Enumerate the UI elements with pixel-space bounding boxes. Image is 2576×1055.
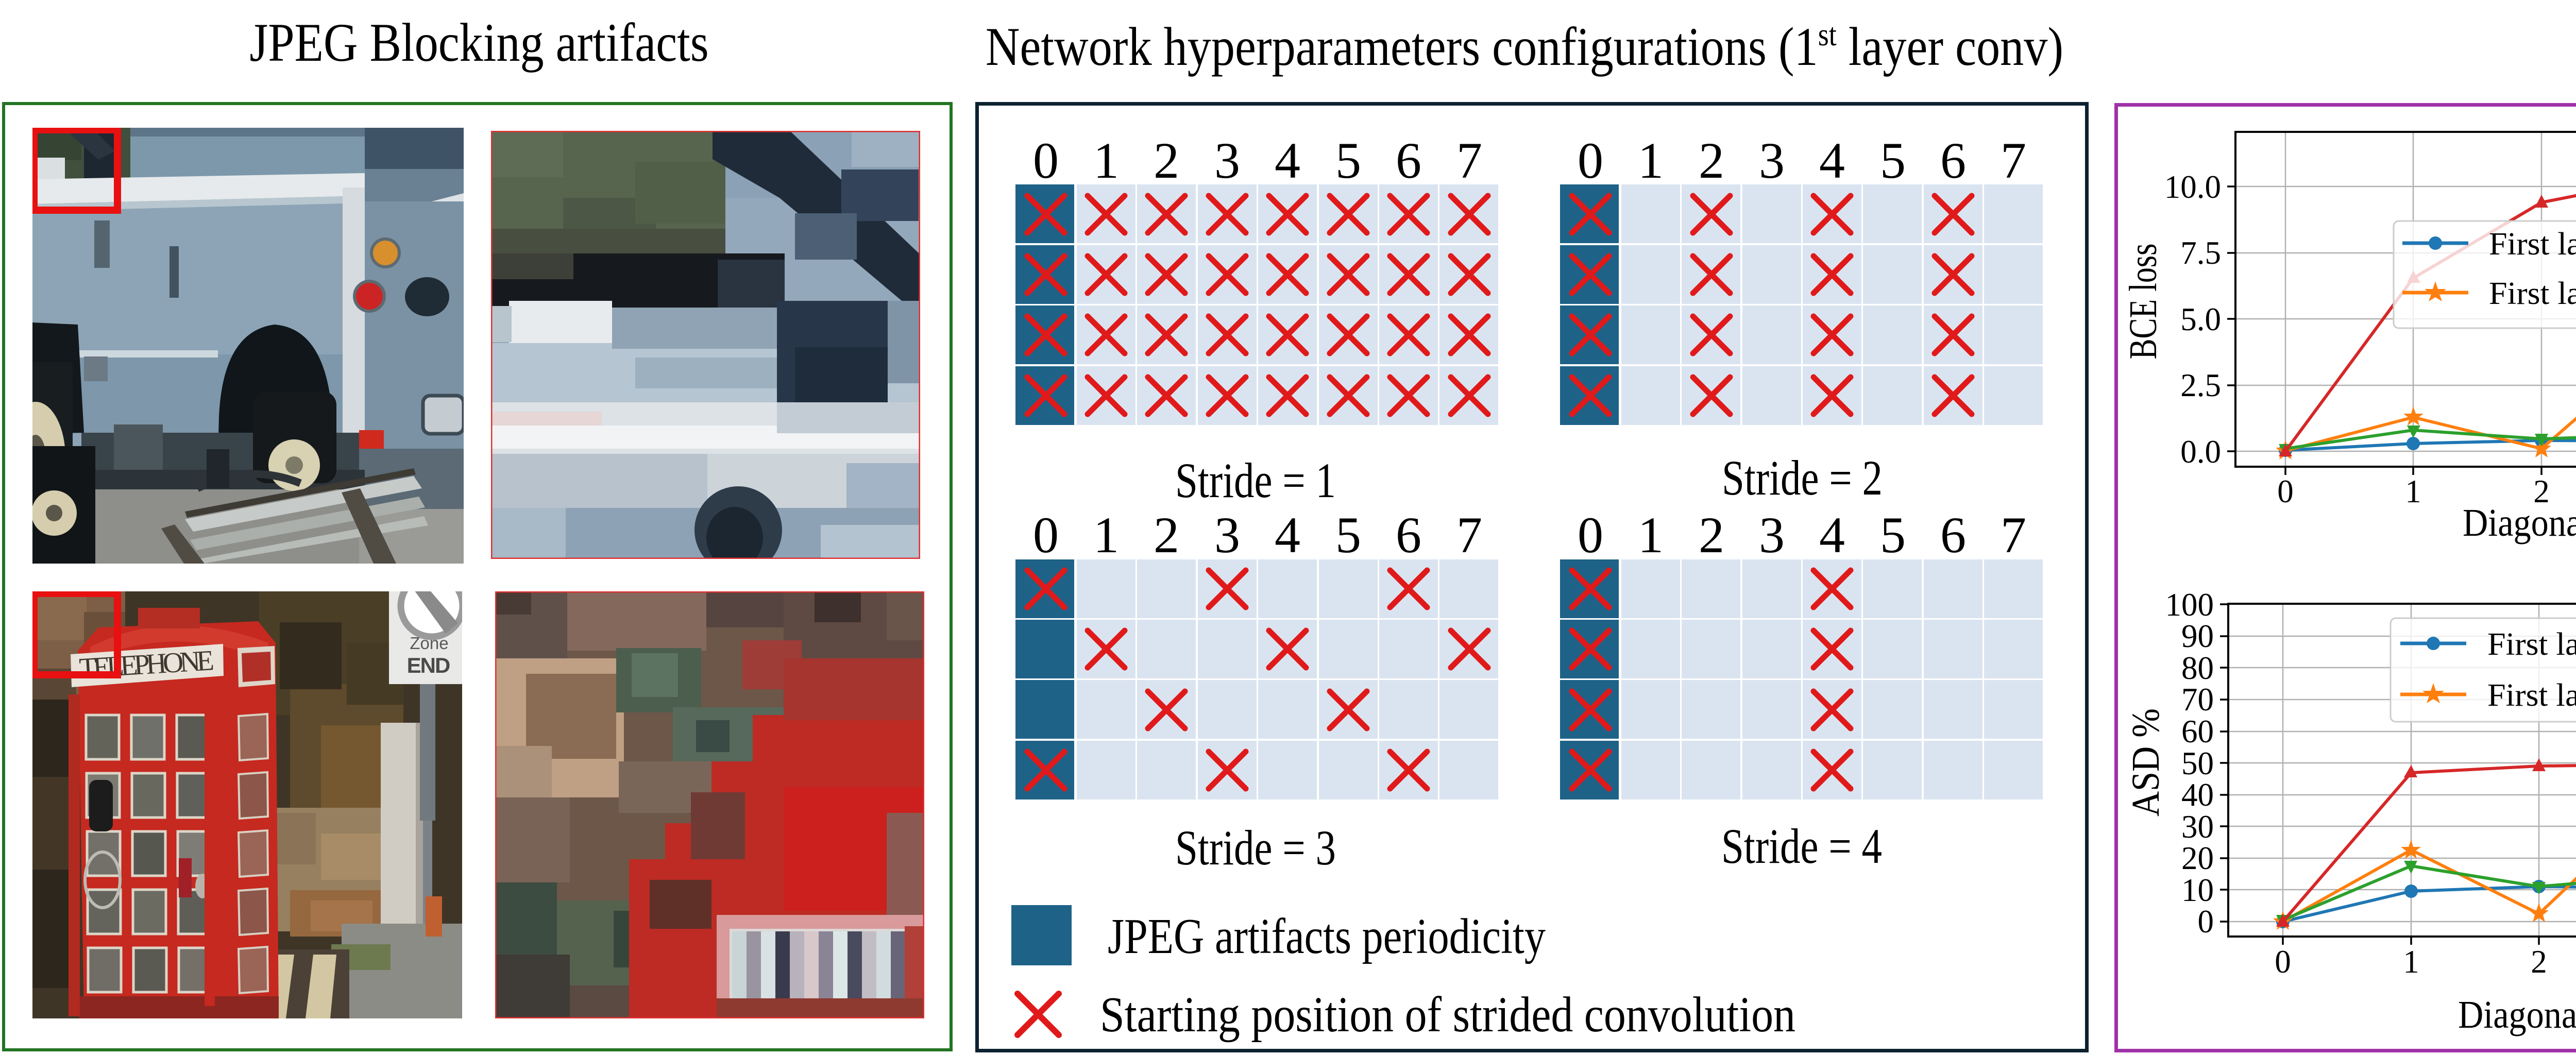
svg-text:Stride = 1: Stride = 1 [1175, 453, 1336, 508]
svg-text:2: 2 [2533, 473, 2550, 509]
svg-text:1: 1 [1093, 506, 1119, 564]
svg-text:First layer stride 2×2: First layer stride 2×2 [2487, 678, 2576, 713]
svg-text:Stride = 2: Stride = 2 [1722, 450, 1883, 505]
svg-text:5.0: 5.0 [2180, 301, 2221, 337]
svg-text:5: 5 [1880, 132, 1906, 189]
svg-text:30: 30 [2181, 809, 2214, 845]
svg-text:1: 1 [1638, 132, 1664, 189]
svg-text:Zone: Zone [410, 634, 448, 653]
svg-text:3: 3 [1214, 506, 1240, 564]
svg-text:60: 60 [2181, 713, 2214, 750]
svg-text:2: 2 [1699, 132, 1724, 189]
svg-text:4: 4 [1819, 132, 1845, 189]
svg-text:5: 5 [1335, 132, 1361, 189]
svg-text:7: 7 [1456, 132, 1482, 189]
svg-text:1: 1 [1638, 506, 1664, 564]
svg-text:First layer stride 2×2: First layer stride 2×2 [2489, 276, 2576, 311]
svg-text:2: 2 [1699, 506, 1724, 564]
svg-text:90: 90 [2181, 618, 2214, 654]
svg-text:6: 6 [1396, 506, 1421, 564]
svg-text:70: 70 [2181, 682, 2214, 718]
svg-text:0: 0 [2275, 944, 2291, 980]
svg-text:3: 3 [1214, 132, 1240, 189]
svg-text:20: 20 [2181, 840, 2214, 876]
svg-text:ASD %: ASD % [2124, 708, 2167, 816]
svg-text:0: 0 [1578, 506, 1603, 564]
svg-text:1: 1 [1093, 132, 1119, 189]
svg-text:4: 4 [1275, 132, 1300, 189]
svg-text:END: END [407, 653, 450, 677]
svg-text:7: 7 [2001, 132, 2026, 189]
svg-text:100: 100 [2165, 587, 2214, 623]
svg-text:0: 0 [1033, 506, 1059, 564]
svg-text:5: 5 [1880, 506, 1906, 564]
svg-text:0: 0 [1033, 132, 1059, 189]
svg-text:First layer stride 1×1: First layer stride 1×1 [2487, 627, 2576, 662]
svg-text:10: 10 [2181, 872, 2214, 908]
svg-text:6: 6 [1940, 132, 1966, 189]
svg-text:6: 6 [1396, 132, 1421, 189]
svg-text:0: 0 [2277, 473, 2294, 509]
svg-text:3: 3 [1759, 506, 1785, 564]
svg-text:5: 5 [1335, 506, 1361, 564]
svg-text:4: 4 [1819, 506, 1845, 564]
svg-text:1: 1 [2403, 944, 2419, 980]
svg-text:10.0: 10.0 [2164, 169, 2221, 205]
svg-text:0: 0 [2198, 904, 2214, 940]
svg-text:4: 4 [1275, 506, 1300, 564]
svg-text:Stride = 4: Stride = 4 [1721, 819, 1882, 874]
svg-text:0: 0 [1578, 132, 1603, 189]
svg-text:40: 40 [2181, 777, 2214, 813]
svg-text:2: 2 [1154, 132, 1179, 189]
svg-text:0.0: 0.0 [2180, 434, 2221, 470]
svg-text:2: 2 [1154, 506, 1179, 564]
svg-text:2.5: 2.5 [2180, 367, 2221, 403]
svg-text:JPEG artifacts periodicity: JPEG artifacts periodicity [1108, 909, 1546, 964]
svg-text:50: 50 [2181, 745, 2214, 781]
svg-text:6: 6 [1940, 506, 1966, 564]
svg-text:7: 7 [1456, 506, 1482, 564]
svg-text:Diagonal displacement of test: Diagonal displacement of test images [# … [2458, 993, 2576, 1036]
svg-text:2: 2 [2531, 944, 2547, 980]
svg-text:7.5: 7.5 [2180, 235, 2221, 271]
svg-text:BCE loss: BCE loss [2122, 244, 2165, 360]
svg-text:1: 1 [2405, 473, 2421, 509]
svg-text:Starting position of strided c: Starting position of strided convolution [1100, 987, 1795, 1043]
svg-text:80: 80 [2181, 650, 2214, 686]
svg-text:Diagonal displacement of test: Diagonal displacement of test images [# … [2463, 501, 2576, 544]
svg-text:7: 7 [2001, 506, 2026, 564]
svg-text:First layer stride 1×1: First layer stride 1×1 [2489, 227, 2576, 262]
svg-text:3: 3 [1759, 132, 1785, 189]
svg-text:Stride = 3: Stride = 3 [1175, 820, 1336, 875]
